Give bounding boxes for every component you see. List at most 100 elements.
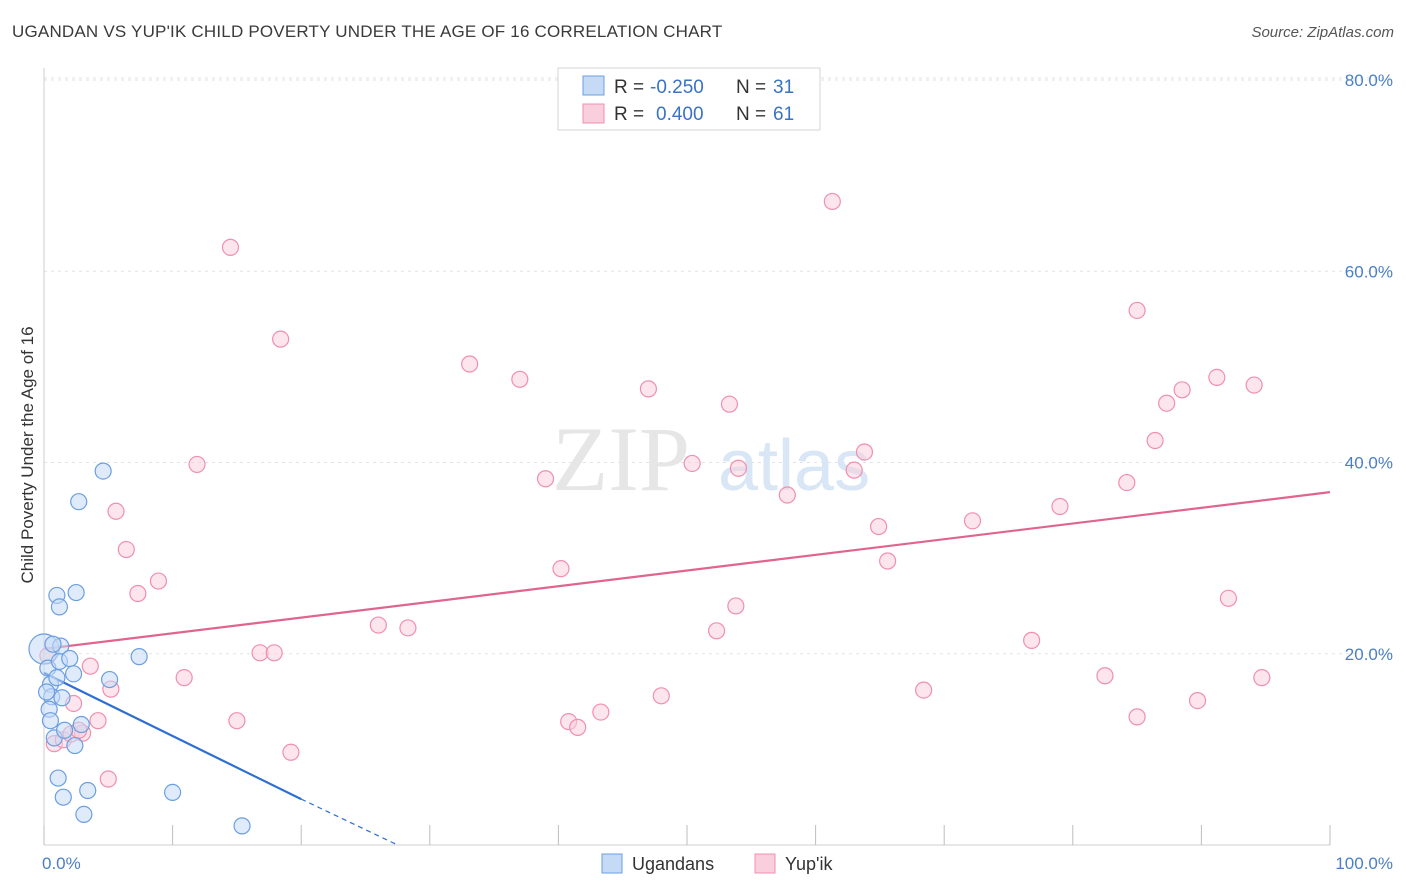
yupik-point-40 xyxy=(845,461,863,479)
y-tick-label-3: 80.0% xyxy=(1345,71,1393,90)
yupik-point-33 xyxy=(683,454,701,473)
yupik-point-20 xyxy=(272,330,290,348)
ugandans-point-5 xyxy=(41,712,60,730)
ugandans-point-15 xyxy=(61,649,79,668)
ugandans-point-9 xyxy=(53,689,71,707)
bottom-legend-swatch-ugandans xyxy=(601,853,623,874)
ugandans-point-16 xyxy=(64,665,83,683)
yupik-point-26 xyxy=(536,470,555,488)
yupik-point-29 xyxy=(569,718,587,736)
yupik-point-7 xyxy=(89,712,107,730)
ugandans-point-25 xyxy=(130,648,148,666)
yupik-point-10 xyxy=(107,502,125,520)
yupik-point-57 xyxy=(1253,669,1271,687)
yupik-point-48 xyxy=(1096,667,1114,685)
legend-n-value-ugandans: 31 xyxy=(773,77,794,98)
y-axis-title: Child Poverty Under the Age of 16 xyxy=(18,326,37,583)
yupik-point-47 xyxy=(1051,497,1069,516)
ugandans-point-18 xyxy=(70,493,88,511)
bottom-legend: Ugandans Yup'ik xyxy=(601,853,833,874)
ugandans-point-14 xyxy=(54,788,72,806)
ugandans-point-7 xyxy=(48,669,66,687)
legend-swatch-yupik xyxy=(582,103,605,124)
yupik-point-59 xyxy=(1128,708,1146,726)
yupik-points xyxy=(39,192,1271,788)
yupik-point-24 xyxy=(461,355,479,373)
ugandans-point-21 xyxy=(75,805,93,824)
ugandans-point-19 xyxy=(72,715,90,734)
x-tick-label-1: 100.0% xyxy=(1335,854,1393,873)
legend-r-label-yupik: R = xyxy=(614,104,644,125)
y-tick-label-0: 20.0% xyxy=(1345,645,1393,664)
y-tick-label-1: 40.0% xyxy=(1345,454,1393,473)
ugandans-point-11 xyxy=(50,598,69,616)
ugandans-point-28 xyxy=(37,683,56,701)
x-tick-labels: 0.0% 100.0% xyxy=(42,854,1393,873)
legend-r-value-yupik: 0.400 xyxy=(656,104,704,125)
bottom-legend-label-ugandans: Ugandans xyxy=(632,854,714,874)
ugandans-points xyxy=(28,462,251,835)
yupik-point-38 xyxy=(778,486,796,504)
yupik-point-14 xyxy=(175,669,193,687)
ugandans-trendline-extension xyxy=(300,798,398,846)
ugandans-point-22 xyxy=(79,781,97,800)
yupik-point-51 xyxy=(1146,431,1164,450)
yupik-point-41 xyxy=(855,443,874,461)
yupik-point-45 xyxy=(963,512,982,530)
bottom-legend-swatch-yupik xyxy=(754,853,776,874)
yupik-point-58 xyxy=(1245,376,1263,394)
ugandans-point-23 xyxy=(94,462,112,480)
yupik-point-25 xyxy=(511,370,529,388)
yupik-point-44 xyxy=(915,681,933,699)
legend-r-value-ugandans: -0.250 xyxy=(650,77,704,98)
ugandans-point-29 xyxy=(44,635,62,653)
yupik-point-27 xyxy=(552,560,570,578)
yupik-point-43 xyxy=(879,552,897,570)
yupik-point-6 xyxy=(81,657,99,675)
trendlines xyxy=(43,491,1331,846)
yupik-point-22 xyxy=(369,616,387,634)
yupik-point-37 xyxy=(729,459,748,477)
source-label: Source: ZipAtlas.com xyxy=(1251,24,1394,41)
yupik-point-39 xyxy=(823,192,841,211)
y-tick-label-2: 60.0% xyxy=(1345,262,1393,281)
yupik-point-52 xyxy=(1158,394,1176,412)
yupik-point-17 xyxy=(228,712,246,730)
yupik-point-34 xyxy=(707,622,726,640)
yupik-point-11 xyxy=(117,540,135,559)
legend-r-label-ugandans: R = xyxy=(614,77,644,98)
legend-box: R = -0.250 N = 31 R = 0.400 N = 61 xyxy=(557,67,821,131)
yupik-point-19 xyxy=(265,644,283,662)
yupik-point-53 xyxy=(1173,381,1191,399)
yupik-point-12 xyxy=(129,584,147,603)
yupik-point-13 xyxy=(149,572,168,590)
yupik-point-21 xyxy=(282,743,300,761)
ugandans-point-30 xyxy=(55,721,74,739)
yupik-trendline xyxy=(43,491,1331,651)
legend-n-label-yupik: N = xyxy=(736,104,766,125)
ugandans-trendline xyxy=(43,671,302,801)
yupik-point-30 xyxy=(592,703,610,721)
yupik-point-56 xyxy=(1219,589,1238,607)
yupik-point-31 xyxy=(639,380,658,398)
yupik-point-23 xyxy=(399,619,417,637)
x-tick-label-0: 0.0% xyxy=(42,854,81,873)
ugandans-point-27 xyxy=(233,817,251,835)
watermark-zip: ZIP xyxy=(552,408,690,510)
ugandans-point-13 xyxy=(49,769,67,787)
ugandans-point-24 xyxy=(100,670,119,689)
ugandans-point-26 xyxy=(164,783,182,802)
yupik-point-35 xyxy=(720,395,739,413)
yupik-point-46 xyxy=(1023,631,1041,649)
y-tick-labels: 20.0% 40.0% 60.0% 80.0% xyxy=(1345,71,1393,664)
bottom-legend-label-yupik: Yup'ik xyxy=(785,854,833,874)
yupik-point-42 xyxy=(870,517,888,536)
yupik-point-8 xyxy=(99,770,117,788)
yupik-point-32 xyxy=(652,687,670,705)
chart-title: UGANDAN VS YUP'IK CHILD POVERTY UNDER TH… xyxy=(12,22,723,41)
yupik-point-54 xyxy=(1188,692,1207,710)
yupik-point-15 xyxy=(188,455,206,474)
legend-swatch-ugandans xyxy=(582,75,605,96)
x-ticks xyxy=(43,825,1331,845)
